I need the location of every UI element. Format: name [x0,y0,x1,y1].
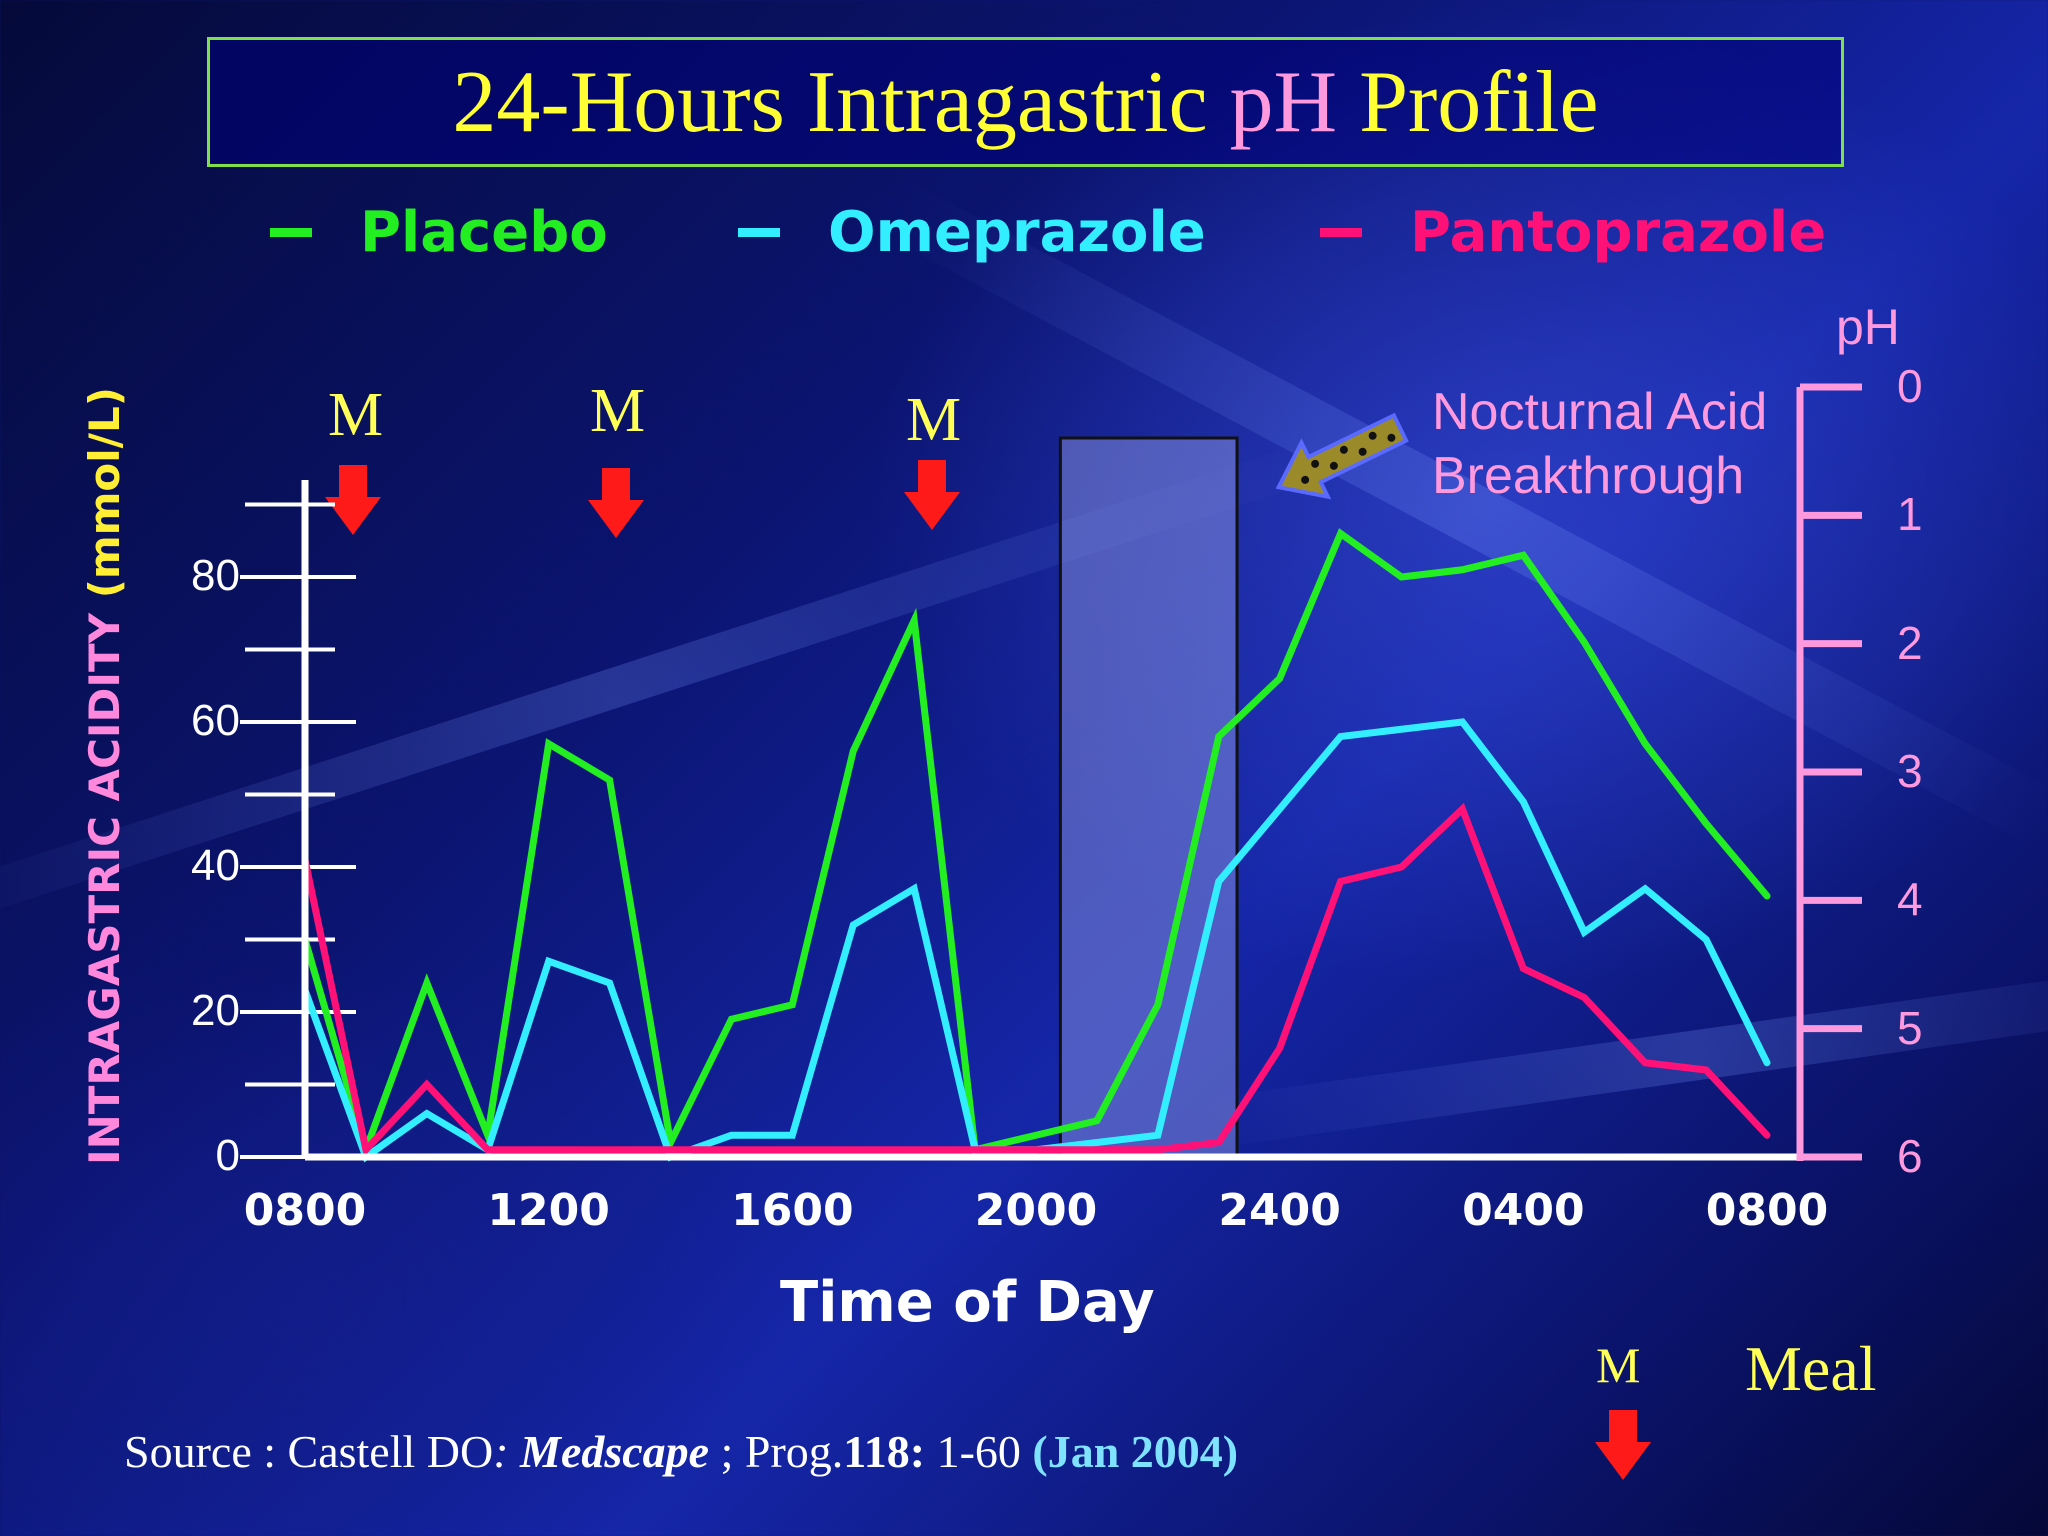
x-tick-label: 0800 [1705,1185,1829,1236]
source-colon: : [493,1426,509,1477]
x-tick-label: 2000 [974,1185,1098,1236]
title-main: 24-Hours Intragastric [452,53,1230,151]
source-journal: Medscape [508,1426,710,1477]
annotation-arrow-dot [1311,459,1320,468]
y-tick-label: 60 [191,696,240,745]
meal-arrow-icon [904,460,960,530]
y-tick-label: 80 [191,551,240,600]
legend-item-placebo: Placebo [270,200,608,265]
y2-axis-label: pH [1836,299,1900,355]
legend-item-omeprazole: Omeprazole [738,200,1206,265]
nocturnal-breakthrough-annotation: Nocturnal Acid Breakthrough [1432,380,1767,508]
source-date: (Jan 2004) [1032,1426,1239,1477]
y-tick-label: 20 [191,986,240,1035]
y2-tick-label: 6 [1897,1130,1923,1182]
x-tick-label: 1200 [487,1185,610,1236]
source-pages: 1-60 [925,1426,1033,1477]
meal-legend-label: Meal [1745,1333,1877,1404]
x-tick-label: 0400 [1462,1185,1585,1236]
annotation-arrow-shape [1275,412,1409,500]
meal-marker-label: M [906,386,962,454]
annotation-arrow-dot [1387,433,1396,442]
meal-arrow-icon [588,468,644,538]
annotation-line2: Breakthrough [1432,447,1745,505]
legend-label-placebo: Placebo [360,200,608,265]
annotation-arrow-icon [1275,412,1409,500]
y-tick-label: 40 [191,841,240,890]
annotation-arrow-dot [1339,445,1348,454]
source-mid: ; Prog. [709,1426,844,1477]
legend-swatch-placebo [270,228,312,237]
legend-swatch-omeprazole [738,228,780,237]
annotation-line1: Nocturnal Acid [1432,383,1768,441]
series-line-placebo [301,528,1771,1162]
series-line-omeprazole [301,718,1771,1163]
chart-title: 24-Hours Intragastric pH Profile [452,52,1598,153]
highlight-band [1058,436,1239,1161]
meal-arrow-icon [325,465,381,535]
legend-swatch-pantoprazole [1320,228,1362,237]
y2-tick-label: 5 [1897,1001,1923,1054]
meal-legend-arrow-icon [1595,1410,1651,1480]
annotation-arrow-dot [1368,431,1377,440]
y2-tick-label: 1 [1897,488,1923,541]
x-tick-label: 2400 [1218,1185,1341,1236]
meal-marker-label: M [328,381,384,449]
source-volume: 118: [843,1426,926,1477]
legend-label-omeprazole: Omeprazole [828,200,1206,265]
meal-legend-marker: M [1596,1337,1641,1393]
meal-marker-label: M [590,377,646,445]
annotation-arrow-dot [1301,475,1310,484]
annotation-arrow-dot [1358,447,1367,456]
y-tick-label: 0 [215,1131,240,1180]
y2-tick-label: 2 [1897,616,1923,669]
x-tick-label: 1600 [731,1185,854,1236]
series-line-pantoprazole [301,802,1771,1158]
source-citation: Source : Castell DO: Medscape ; Prog.118… [124,1425,1238,1478]
title-box: 24-Hours Intragastric pH Profile [207,37,1844,167]
y2-tick-label: 4 [1897,873,1923,926]
y2-tick-label: 0 [1897,360,1923,412]
source-prefix: Source : Castell DO [124,1426,494,1477]
title-rest: Profile [1337,53,1599,151]
y2-tick-label: 3 [1897,745,1923,797]
title-ph: pH [1229,53,1338,151]
x-axis-title: Time of Day [780,1270,1155,1335]
annotation-arrow-dot [1329,461,1338,470]
legend-label-pantoprazole: Pantoprazole [1410,200,1827,265]
legend-item-pantoprazole: Pantoprazole [1320,200,1826,265]
x-tick-label: 0800 [243,1185,367,1236]
